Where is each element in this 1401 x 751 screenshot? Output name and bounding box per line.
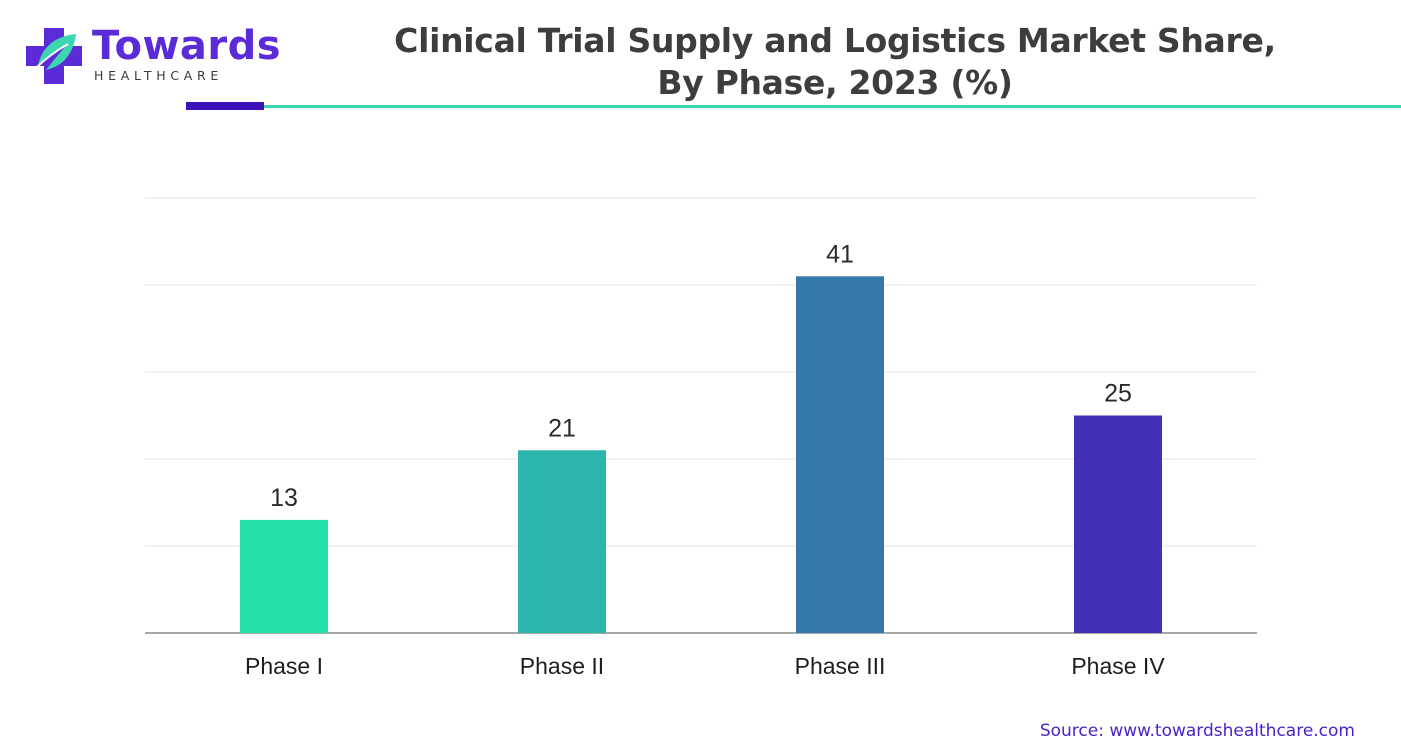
- data-label: 13: [270, 484, 298, 512]
- header-rule-line: [264, 105, 1401, 108]
- x-tick-label: Phase IV: [1071, 653, 1165, 679]
- x-tick-label: Phase I: [245, 653, 323, 679]
- bar-phase-i: [240, 519, 328, 633]
- x-tick-label: Phase III: [795, 653, 886, 679]
- bar-phase-iii: [796, 276, 884, 633]
- medical-cross-leaf-icon: [26, 28, 82, 84]
- data-label: 21: [548, 414, 576, 442]
- chart-title: Clinical Trial Supply and Logistics Mark…: [330, 20, 1340, 104]
- grid-lines: [145, 197, 1257, 634]
- source-note: Source: www.towardshealthcare.com: [1039, 721, 1355, 741]
- brand-logo: Towards HEALTHCARE: [24, 22, 281, 88]
- x-tick-labels: Phase I Phase II Phase III Phase IV: [245, 653, 1165, 679]
- data-labels: 13 21 41 25: [270, 240, 1132, 512]
- bar-phase-iv: [1074, 415, 1162, 633]
- bars: [240, 276, 1162, 633]
- chart-title-line-1: Clinical Trial Supply and Logistics Mark…: [394, 21, 1276, 60]
- bar-phase-ii: [518, 450, 606, 633]
- chart-title-line-2: By Phase, 2023 (%): [657, 63, 1013, 102]
- data-label: 41: [826, 240, 854, 268]
- x-tick-label: Phase II: [520, 653, 604, 679]
- brand-name: Towards: [92, 23, 282, 69]
- data-label: 25: [1104, 380, 1132, 408]
- header-rule-accent: [186, 102, 264, 110]
- brand-subtitle: HEALTHCARE: [94, 68, 223, 83]
